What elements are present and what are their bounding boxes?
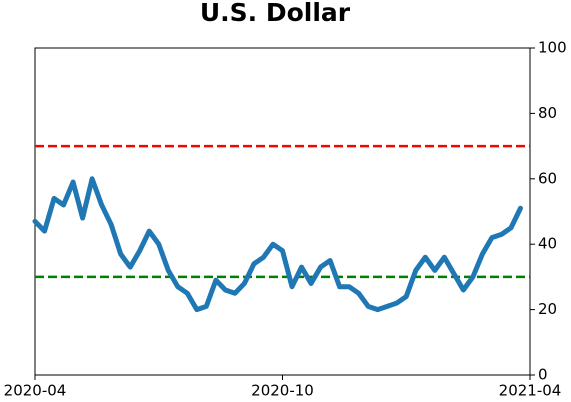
y-tick-label: 40 bbox=[538, 235, 557, 253]
y-tick-label: 80 bbox=[538, 104, 557, 122]
x-tick-label: 2020-10 bbox=[251, 382, 314, 400]
plot-frame bbox=[34, 47, 531, 376]
y-tick-label: 100 bbox=[538, 39, 567, 57]
y-tick-label: 0 bbox=[538, 366, 548, 384]
y-tick-label: 20 bbox=[538, 300, 557, 318]
y-tick-label: 60 bbox=[538, 169, 557, 187]
x-tick-label: 2021-04 bbox=[499, 382, 562, 400]
x-tick-label: 2020-04 bbox=[4, 382, 67, 400]
line-series bbox=[32, 176, 523, 313]
chart-title: U.S. Dollar bbox=[200, 0, 351, 27]
